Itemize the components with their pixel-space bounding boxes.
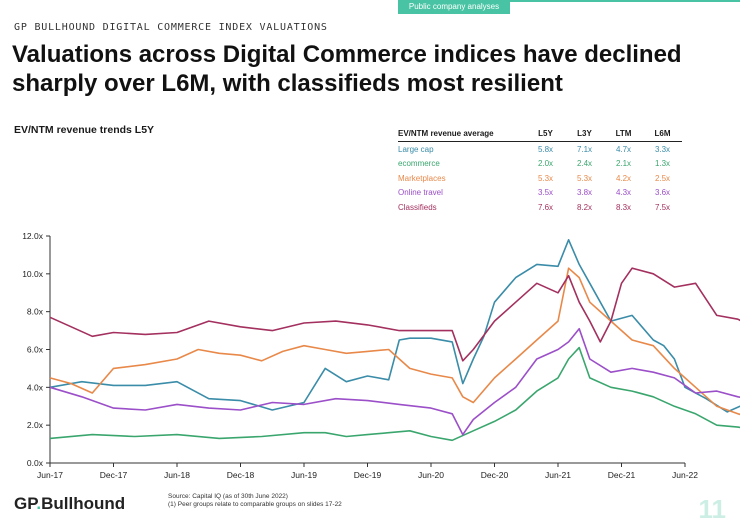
- x-tick-label: Jun-21: [545, 470, 571, 480]
- chart-title: EV/NTM revenue trends L5Y: [14, 124, 155, 136]
- series-line-marketplaces: [49, 267, 740, 416]
- table-row: ecommerce 2.0x 2.4x 2.1x 1.3x: [398, 157, 682, 172]
- header-accent-rule: [398, 0, 740, 2]
- row-label: ecommerce: [398, 159, 440, 169]
- row-value: 2.5x: [654, 173, 671, 183]
- row-value: 3.6x: [654, 188, 671, 198]
- row-value: 2.0x: [537, 159, 554, 169]
- eyebrow-label: GP BULLHOUND DIGITAL COMMERCE INDEX VALU…: [14, 22, 328, 33]
- series-line-ecommerce: [49, 346, 740, 442]
- row-value: 2.4x: [576, 159, 593, 169]
- table-row: Classifieds 7.6x 8.2x 8.3x 7.5x: [398, 200, 682, 215]
- series-line-large-cap: [49, 239, 740, 413]
- table-header: L5Y: [526, 128, 565, 142]
- row-label: Classifieds: [398, 202, 437, 212]
- table-header: L6M: [643, 128, 682, 142]
- line-chart: 0.0x 2.0x 4.0x 6.0x 8.0x 10.0x 12.0x Jun-17 Dec-…: [22, 231, 740, 480]
- x-tick-label: Dec-18: [227, 470, 255, 480]
- x-tick-label: Jun-19: [291, 470, 317, 480]
- table-header: L3Y: [565, 128, 604, 142]
- x-tick-label: Dec-21: [608, 470, 636, 480]
- row-value: 8.2x: [576, 202, 593, 212]
- series-line-classifieds: [49, 267, 740, 362]
- row-value: 3.3x: [654, 144, 671, 154]
- table-row: Large cap 5.8x 7.1x 4.7x 3.3x: [398, 142, 682, 157]
- y-tick-label: 4.0x: [27, 382, 44, 392]
- x-tick-label: Dec-20: [481, 470, 509, 480]
- table-row: Online travel 3.5x 3.8x 4.3x 3.6x: [398, 186, 682, 201]
- row-value: 4.2x: [615, 173, 632, 183]
- y-tick-label: 2.0x: [27, 420, 44, 430]
- series-line-online-travel: [49, 327, 740, 436]
- x-tick-label: Dec-19: [354, 470, 382, 480]
- x-tick-label: Jun-20: [418, 470, 444, 480]
- row-value: 4.3x: [615, 188, 632, 198]
- y-tick-label: 12.0x: [22, 231, 44, 241]
- page-title: Valuations across Digital Commerce indic…: [12, 41, 682, 97]
- row-label: Large cap: [398, 144, 434, 154]
- y-tick-label: 6.0x: [27, 345, 44, 355]
- page-number: 11: [698, 494, 727, 524]
- x-tick-label: Jun-22: [672, 470, 698, 480]
- y-tick-label: 0.0x: [27, 458, 44, 468]
- averages-table: EV/NTM revenue average L5Y L3Y LTM L6M L…: [398, 128, 682, 215]
- row-value: 3.5x: [537, 188, 554, 198]
- row-value: 7.1x: [576, 144, 593, 154]
- row-label: Online travel: [398, 188, 443, 198]
- table-header: LTM: [604, 128, 643, 142]
- y-tick-label: 8.0x: [27, 307, 44, 317]
- row-value: 5.8x: [537, 144, 554, 154]
- table-header: EV/NTM revenue average: [398, 128, 526, 142]
- table-row: Marketplaces 5.3x 5.3x 4.2x 2.5x: [398, 171, 682, 186]
- row-value: 2.1x: [615, 159, 632, 169]
- x-tick-label: Jun-18: [164, 470, 190, 480]
- x-tick-label: Jun-17: [37, 470, 63, 480]
- footnotes: Source: Capital IQ (as of 30th June 2022…: [168, 493, 342, 509]
- row-value: 1.3x: [654, 159, 671, 169]
- x-tick-label: Dec-17: [100, 470, 128, 480]
- row-value: 8.3x: [615, 202, 632, 212]
- source-note: Source: Capital IQ (as of 30th June 2022…: [168, 493, 288, 500]
- row-label: Marketplaces: [398, 173, 446, 183]
- y-tick-label: 10.0x: [22, 269, 44, 279]
- row-value: 4.7x: [615, 144, 632, 154]
- row-value: 7.5x: [654, 202, 671, 212]
- peer-note: (1) Peer groups relate to comparable gro…: [168, 501, 342, 508]
- row-value: 3.8x: [576, 188, 593, 198]
- row-value: 7.6x: [537, 202, 554, 212]
- row-value: 5.3x: [537, 173, 554, 183]
- brand-logo: GP.Bullhound: [14, 494, 126, 513]
- row-value: 5.3x: [576, 173, 593, 183]
- section-tab[interactable]: Public company analyses: [398, 0, 510, 14]
